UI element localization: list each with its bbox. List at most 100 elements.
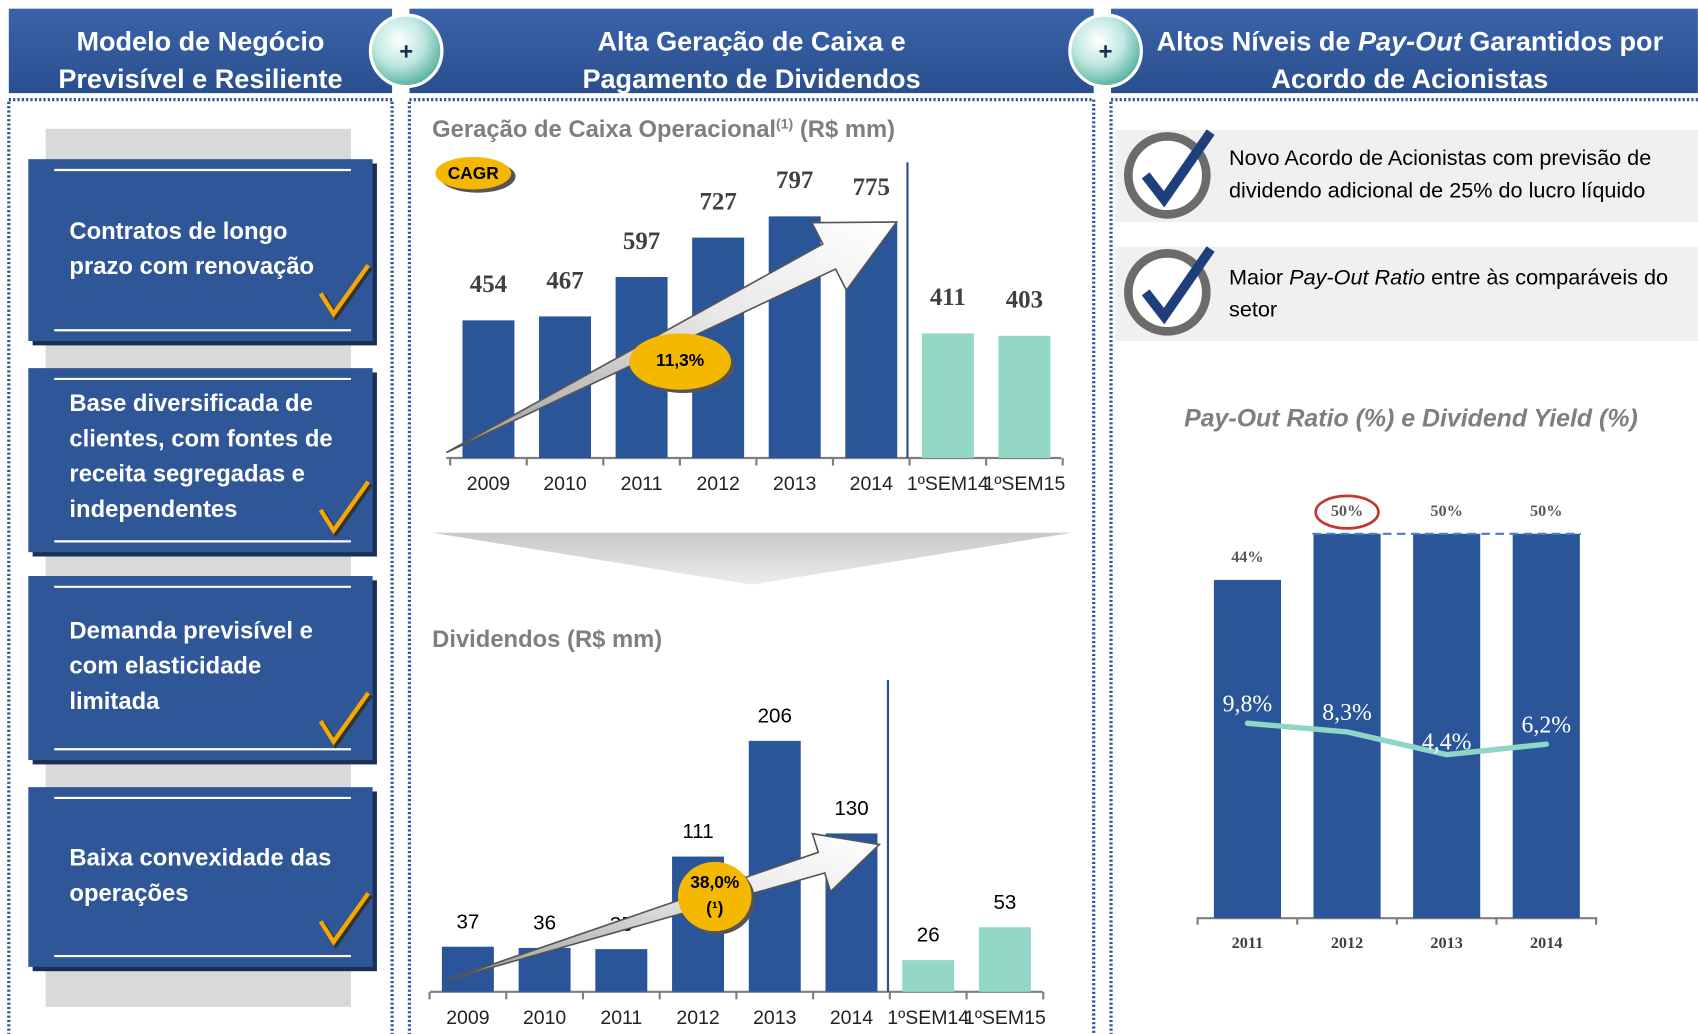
header-title: Alta Geração de Caixa e Pagamento de Divi… [582, 26, 920, 94]
item-line: Contratos de longo [69, 218, 287, 245]
item-line: operações [69, 880, 188, 907]
item-band [1115, 129, 1698, 222]
item-text: Contratos de longo prazo com renovação [69, 218, 314, 280]
item-text-part: setor [1229, 296, 1277, 321]
item-text: Novo Acordo de Acionistas com previsão d… [1229, 145, 1651, 202]
item-line: independentes [69, 496, 237, 523]
plus-circle [368, 13, 444, 89]
bar [978, 927, 1031, 992]
value-label: 50% [1530, 502, 1562, 520]
item-box [28, 159, 373, 342]
header-title-part: Acordo de Acionistas [1271, 64, 1548, 94]
check [318, 891, 371, 946]
down-chevron [432, 532, 1073, 585]
value-label: 26 [917, 924, 940, 947]
chart-title: Geração de Caixa Operacional(1) (R$ mm) [432, 110, 895, 143]
badge-text: 11,3% [656, 350, 704, 370]
value-label: 403 [1006, 287, 1043, 314]
line-label: 8,3% [1322, 700, 1372, 726]
line-series [1244, 720, 1549, 758]
item-text: Demanda previsível e com elasticidade limi… [69, 618, 312, 716]
value-label: 53 [993, 891, 1016, 914]
header-title: Altos Níveis de Pay-Out Garantidos por Ac… [1157, 26, 1664, 94]
header-title-part: Pagamento de Dividendos [582, 64, 920, 94]
highlight-ring [1314, 494, 1380, 530]
line-label: 4,4% [1422, 729, 1472, 755]
x-tick-label: 2009 [446, 1007, 489, 1029]
value-label: 111 [682, 820, 713, 843]
plus-sign: + [399, 38, 413, 65]
badge-text: 38,0% [690, 872, 739, 892]
check [318, 691, 371, 746]
value-label: 44% [1231, 548, 1263, 566]
plus-sign: + [1099, 38, 1113, 65]
value-label: 467 [546, 267, 583, 294]
x-tick-label: 2013 [1430, 934, 1462, 952]
bar [921, 333, 974, 458]
value-label: 775 [853, 174, 890, 201]
item-line: com elasticidade [69, 653, 261, 680]
header-title-part: Alta Geração de Caixa e [597, 26, 905, 56]
item-line: Base diversificada de [69, 390, 312, 417]
bar [1213, 579, 1282, 919]
value-label: 50% [1430, 502, 1462, 520]
x-tick-label: 2009 [467, 473, 510, 495]
header-title-part: Pay-Out [1358, 26, 1463, 56]
x-tick-label: 2013 [773, 473, 816, 495]
x-tick-label: 2014 [830, 1007, 873, 1029]
x-tick-label: 1ºSEM15 [984, 473, 1066, 495]
value-label: 50% [1331, 502, 1363, 520]
item-text-part: Maior [1229, 264, 1289, 289]
plus-circle [1068, 13, 1143, 89]
x-tick-label: 2012 [696, 473, 739, 495]
item-line: clientes, com fontes de [69, 426, 332, 453]
value-label: 130 [834, 797, 868, 820]
bar [902, 960, 955, 992]
bar [1413, 533, 1481, 919]
check-ring [1124, 132, 1211, 219]
check-mark [1141, 246, 1215, 325]
item-box [28, 787, 373, 967]
chart-title-text: Geração de Caixa Operacional [432, 116, 776, 143]
x-tick-label: 2012 [676, 1007, 719, 1029]
x-tick-label: 2012 [1331, 934, 1363, 952]
x-tick-label: 2010 [523, 1007, 566, 1029]
item-text-part: Novo Acordo de Acionistas com previsão d… [1229, 145, 1651, 170]
x-tick-label: 1ºSEM14 [887, 1007, 969, 1029]
check [318, 480, 371, 535]
item-box [28, 368, 373, 553]
x-tick-label: 1ºSEM14 [907, 473, 989, 495]
line-label: 6,2% [1521, 712, 1571, 738]
bar [998, 335, 1051, 458]
item-text-part: Pay-Out Ratio [1289, 264, 1425, 289]
item-band [1115, 246, 1698, 342]
badge-text: CAGR [448, 163, 499, 183]
chart-title-unit: (R$ mm) [800, 116, 895, 143]
chart-title-text: Dividendos (R$ mm) [432, 626, 662, 653]
x-tick-label: 1ºSEM15 [964, 1007, 1046, 1029]
item-line: Baixa convexidade das [69, 845, 331, 872]
item-box [28, 576, 373, 761]
value-label: 454 [470, 271, 507, 298]
value-label: 37 [456, 910, 479, 933]
header-title: Modelo de Negócio Previsível e Resiliente [58, 26, 342, 94]
item-text: Baixa convexidade das operações [69, 845, 331, 907]
bar [595, 949, 648, 992]
header-title-part: Altos Níveis de [1157, 26, 1358, 56]
item-line: prazo com renovação [69, 253, 314, 280]
x-tick-label: 2014 [850, 473, 893, 495]
trend-arrow [443, 832, 882, 982]
item-text: Maior Pay-Out Ratio entre às comparáveis… [1229, 264, 1668, 321]
chart-title: Pay-Out Ratio (%) e Dividend Yield (%) [1184, 405, 1638, 433]
badge [677, 861, 752, 932]
x-tick-label: 2014 [1530, 934, 1562, 952]
value-label: 411 [930, 284, 966, 311]
x-tick-label: 2011 [1232, 934, 1264, 952]
x-tick-label: 2010 [543, 473, 586, 495]
chart-title: Dividendos (R$ mm) [432, 626, 662, 653]
header-title-part: Modelo de Negócio [76, 26, 324, 56]
bar [1512, 533, 1580, 919]
check-mark [1141, 129, 1215, 208]
x-tick-label: 2011 [600, 1007, 642, 1029]
